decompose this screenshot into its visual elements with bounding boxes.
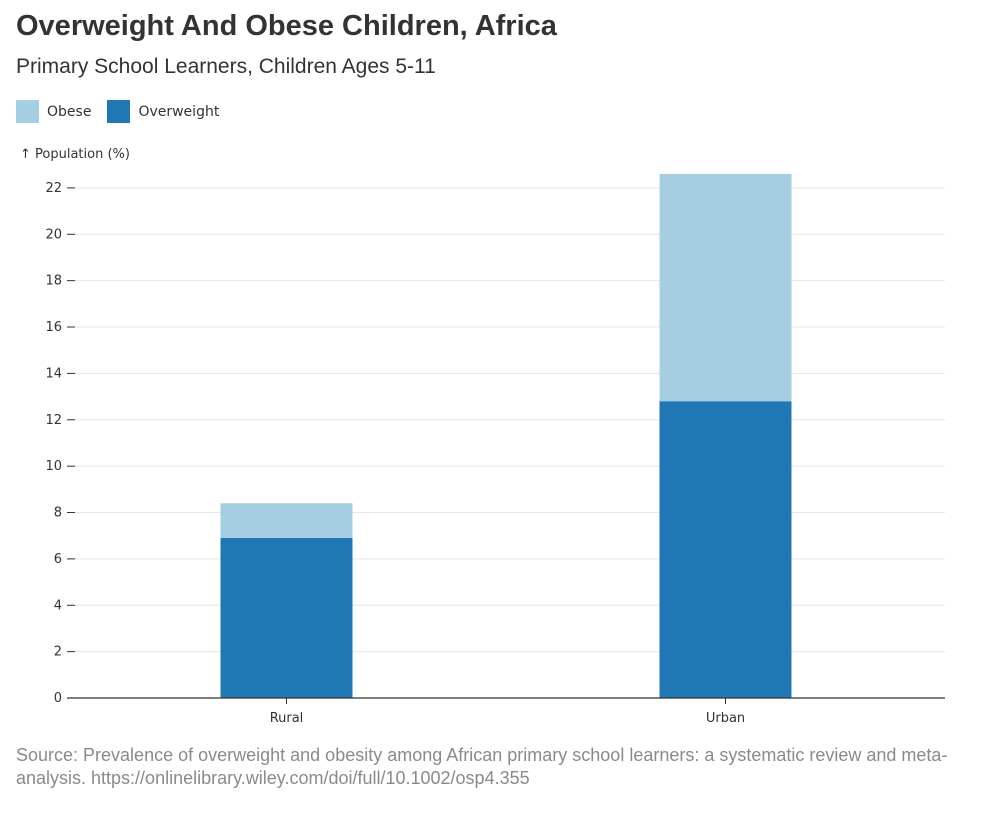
bar-obese-urban xyxy=(659,174,792,402)
legend-swatch-overweight xyxy=(107,100,131,123)
legend-swatch-obese xyxy=(16,100,39,123)
legend-label-obese: Obese xyxy=(47,103,92,120)
chart-subtitle: Primary School Learners, Children Ages 5… xyxy=(16,55,436,78)
bars xyxy=(220,174,792,698)
bar-overweight-urban xyxy=(659,401,792,698)
x-tick-label: Rural xyxy=(270,711,304,726)
source-note: Source: Prevalence of overweight and obe… xyxy=(16,745,948,788)
x-tick-label: Urban xyxy=(706,711,745,726)
y-tick-label: 0 xyxy=(54,691,62,706)
bar-obese-rural xyxy=(220,503,353,539)
y-tick-label: 2 xyxy=(54,645,62,660)
x-axis: Rural Urban xyxy=(67,697,945,726)
legend-item-obese: Obese xyxy=(16,100,91,123)
grid-lines xyxy=(67,187,945,653)
y-tick-label: 8 xyxy=(54,506,62,521)
y-axis-label: ↑ Population (%) xyxy=(20,147,130,162)
y-tick-label: 16 xyxy=(45,320,62,335)
y-tick-label: 14 xyxy=(45,366,62,381)
bar-chart: 0 2 4 6 8 10 12 14 16 18 20 22 Rural Urban ↑ Populat… xyxy=(20,147,945,726)
legend-item-overweight: Overweight xyxy=(107,100,219,123)
legend: Obese Overweight xyxy=(16,100,235,123)
y-tick-label: 20 xyxy=(45,227,62,242)
y-tick-label: 10 xyxy=(45,459,62,474)
y-tick-label: 6 xyxy=(54,552,62,567)
y-tick-label: 4 xyxy=(54,598,62,613)
legend-label-overweight: Overweight xyxy=(138,103,220,120)
bar-overweight-rural xyxy=(220,538,353,698)
chart-title: Overweight And Obese Children, Africa xyxy=(16,10,557,42)
y-tick-label: 18 xyxy=(45,274,62,289)
y-axis: 0 2 4 6 8 10 12 14 16 18 20 22 xyxy=(45,181,75,706)
y-tick-label: 22 xyxy=(45,181,62,196)
y-tick-label: 12 xyxy=(45,413,62,428)
